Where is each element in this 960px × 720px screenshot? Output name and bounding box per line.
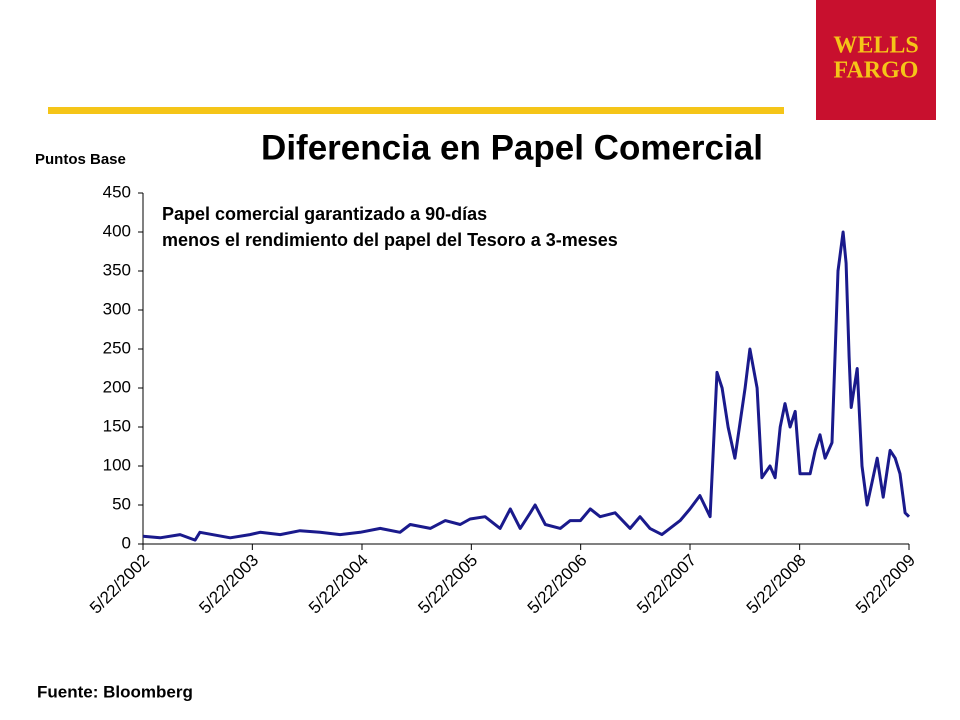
logo-box	[816, 0, 936, 120]
y-tick-label: 200	[103, 377, 131, 396]
y-tick-label: 0	[122, 533, 131, 552]
source: Fuente: Bloomberg	[37, 682, 193, 701]
y-tick-label: 50	[112, 494, 131, 513]
chart-title: Diferencia en Papel Comercial	[261, 128, 763, 167]
y-tick-label: 100	[103, 455, 131, 474]
y-axis-label: Puntos Base	[35, 151, 126, 168]
y-tick-label: 150	[103, 416, 131, 435]
y-tick-label: 400	[103, 221, 131, 240]
accent-bar	[48, 107, 784, 114]
annotation: menos el rendimiento del papel del Tesor…	[162, 230, 618, 250]
data-line	[142, 230, 911, 542]
annotation: Papel comercial garantizado a 90-días	[162, 204, 487, 224]
y-tick-label: 350	[103, 260, 131, 279]
x-tick-label: 5/22/2004	[305, 551, 372, 618]
x-tick-label: 5/22/2008	[743, 551, 810, 618]
y-tick-label: 250	[103, 338, 131, 357]
y-tick-label: 450	[103, 182, 131, 201]
x-tick-label: 5/22/2009	[852, 551, 919, 618]
logo-text: WELLS	[833, 33, 918, 59]
x-tick-label: 5/22/2002	[86, 551, 153, 618]
x-tick-label: 5/22/2005	[414, 551, 481, 618]
y-tick-label: 300	[103, 299, 131, 318]
x-tick-label: 5/22/2007	[633, 551, 700, 618]
x-tick-label: 5/22/2003	[195, 551, 262, 618]
x-tick-label: 5/22/2006	[524, 551, 591, 618]
logo-text: FARGO	[834, 58, 919, 84]
